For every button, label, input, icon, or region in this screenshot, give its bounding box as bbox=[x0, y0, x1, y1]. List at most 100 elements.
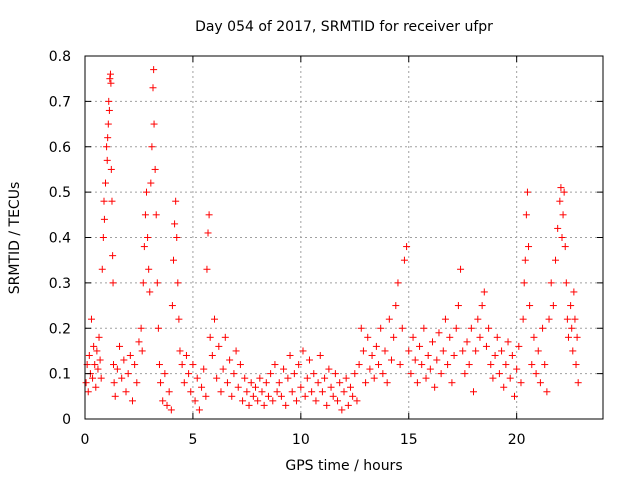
data-point bbox=[554, 224, 562, 232]
data-point bbox=[98, 265, 106, 273]
data-point bbox=[377, 324, 385, 332]
data-point bbox=[154, 324, 162, 332]
data-point bbox=[219, 365, 227, 373]
data-point bbox=[461, 370, 469, 378]
y-tick-label: 0.7 bbox=[49, 94, 71, 110]
data-point bbox=[523, 188, 531, 196]
data-point bbox=[439, 347, 447, 355]
data-point bbox=[182, 351, 190, 359]
data-point bbox=[230, 370, 238, 378]
data-point bbox=[353, 397, 361, 405]
data-point bbox=[178, 361, 186, 369]
data-point bbox=[511, 392, 519, 400]
data-point bbox=[217, 388, 225, 396]
data-point bbox=[517, 379, 525, 387]
data-point bbox=[334, 397, 342, 405]
data-point bbox=[530, 333, 538, 341]
data-point bbox=[176, 347, 184, 355]
x-tick-label: 15 bbox=[400, 432, 418, 448]
data-point bbox=[145, 265, 153, 273]
data-point bbox=[472, 347, 480, 355]
data-point bbox=[325, 365, 333, 373]
x-tick-label: 5 bbox=[188, 432, 197, 448]
data-point bbox=[340, 388, 348, 396]
data-point bbox=[568, 324, 576, 332]
y-axis-ticks: 0 0.1 0.2 0.3 0.4 0.5 0.6 0.7 0.8 bbox=[49, 49, 603, 428]
data-point bbox=[131, 361, 139, 369]
data-point bbox=[275, 379, 283, 387]
data-point bbox=[133, 379, 141, 387]
data-point bbox=[385, 315, 393, 323]
data-point bbox=[205, 211, 213, 219]
data-point bbox=[570, 288, 578, 296]
data-point bbox=[364, 333, 372, 341]
data-point bbox=[520, 279, 528, 287]
data-point bbox=[243, 388, 251, 396]
y-tick-label: 0 bbox=[62, 412, 71, 428]
data-point bbox=[213, 374, 221, 382]
y-tick-label: 0.3 bbox=[49, 276, 71, 292]
data-point bbox=[413, 379, 421, 387]
data-point bbox=[557, 184, 565, 192]
data-point bbox=[327, 383, 335, 391]
data-point bbox=[541, 361, 549, 369]
data-point bbox=[508, 351, 516, 359]
data-point bbox=[428, 338, 436, 346]
data-point bbox=[448, 379, 456, 387]
y-tick-label: 0.2 bbox=[49, 321, 71, 337]
data-point bbox=[271, 361, 279, 369]
data-point bbox=[264, 392, 272, 400]
data-point bbox=[368, 351, 376, 359]
data-point bbox=[99, 234, 107, 241]
data-point bbox=[349, 392, 357, 400]
data-point bbox=[563, 315, 571, 323]
data-point bbox=[500, 383, 508, 391]
data-point bbox=[139, 279, 147, 287]
data-point bbox=[480, 288, 488, 296]
data-point bbox=[525, 243, 533, 251]
data-point bbox=[485, 324, 493, 332]
data-point bbox=[113, 365, 121, 373]
grid bbox=[85, 56, 603, 419]
data-point bbox=[470, 388, 477, 396]
data-point bbox=[159, 397, 167, 405]
data-point bbox=[106, 75, 114, 83]
data-point bbox=[111, 392, 119, 400]
data-point bbox=[211, 315, 218, 323]
data-point bbox=[370, 374, 378, 382]
data-point bbox=[137, 324, 145, 332]
data-point bbox=[526, 302, 534, 310]
data-point bbox=[256, 374, 264, 382]
data-point bbox=[545, 315, 553, 323]
data-point bbox=[549, 302, 557, 310]
data-point bbox=[161, 370, 169, 378]
data-point bbox=[362, 379, 370, 387]
data-point bbox=[171, 220, 179, 228]
data-point bbox=[144, 234, 152, 241]
data-point bbox=[97, 374, 105, 382]
data-point bbox=[153, 279, 161, 287]
data-point bbox=[89, 374, 97, 382]
data-point bbox=[295, 361, 303, 369]
data-point bbox=[431, 383, 439, 391]
data-point bbox=[208, 351, 216, 359]
data-point bbox=[338, 406, 346, 414]
data-point bbox=[168, 302, 176, 310]
data-point bbox=[102, 179, 110, 187]
data-point bbox=[424, 351, 432, 359]
data-point bbox=[355, 361, 363, 369]
data-point bbox=[387, 356, 395, 364]
data-point bbox=[487, 361, 495, 369]
data-point bbox=[539, 324, 547, 332]
data-point bbox=[411, 356, 419, 364]
data-point bbox=[149, 84, 157, 92]
data-point bbox=[241, 374, 249, 382]
data-point bbox=[232, 347, 240, 355]
data-point bbox=[416, 342, 424, 350]
data-point bbox=[96, 356, 104, 364]
data-point bbox=[109, 252, 117, 260]
data-point bbox=[226, 356, 234, 364]
data-point bbox=[141, 211, 149, 219]
data-point bbox=[493, 333, 501, 341]
